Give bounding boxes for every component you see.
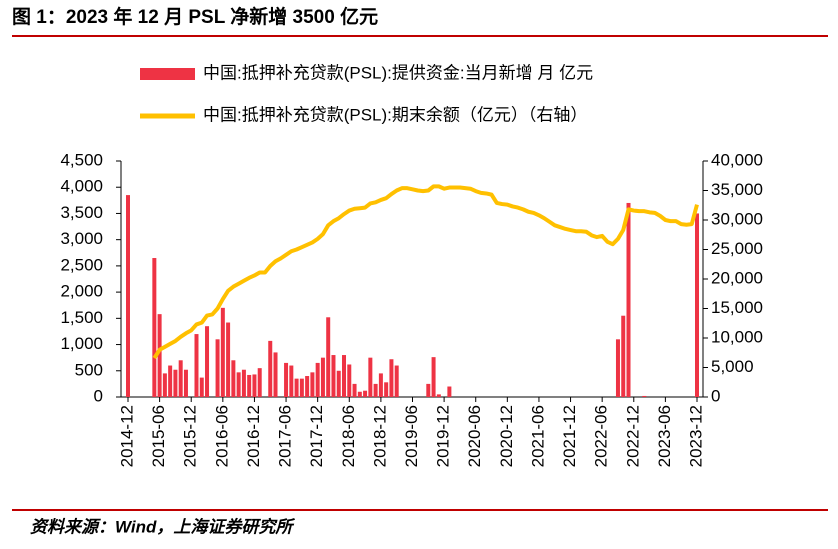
y2-tick-label: 5,000 <box>711 357 754 376</box>
bar <box>331 355 336 397</box>
bar <box>231 360 236 397</box>
bar <box>157 314 162 397</box>
x-tick-label: 2017-06 <box>276 405 295 467</box>
x-tick-label: 2016-06 <box>212 405 231 467</box>
bar <box>289 365 294 397</box>
x-tick-label: 2014-12 <box>117 405 136 467</box>
bar <box>205 326 210 397</box>
bar <box>168 365 173 397</box>
y2-tick-label: 15,000 <box>711 298 763 317</box>
bar <box>342 355 347 397</box>
y-tick-label: 3,500 <box>60 203 103 222</box>
bar <box>315 362 320 397</box>
y2-tick-label: 30,000 <box>711 209 763 228</box>
bar <box>215 339 220 397</box>
y2-tick-label: 40,000 <box>711 150 763 169</box>
bar <box>363 390 368 397</box>
source: 资料来源：Wind，上海证券研究所 <box>30 517 295 536</box>
y2-tick-label: 10,000 <box>711 327 763 346</box>
bar <box>199 377 204 397</box>
bar <box>284 362 289 397</box>
bar <box>426 383 431 397</box>
bar <box>152 258 157 397</box>
y2-tick-label: 25,000 <box>711 239 763 258</box>
bar <box>621 315 626 397</box>
y2-tick-label: 0 <box>711 386 720 405</box>
y-tick-label: 4,500 <box>60 150 103 169</box>
bar <box>226 322 231 397</box>
x-tick-label: 2020-06 <box>465 405 484 467</box>
bar <box>268 340 273 397</box>
bar <box>126 195 130 397</box>
bar <box>431 357 436 397</box>
y-tick-label: 3,000 <box>60 229 103 248</box>
x-tick-label: 2021-12 <box>560 405 579 467</box>
bar <box>384 382 389 397</box>
bar <box>378 373 383 397</box>
chart-title: 图 1：2023 年 12 月 PSL 净新增 3500 亿元 <box>12 5 378 28</box>
bar <box>299 378 304 397</box>
bar <box>257 368 262 397</box>
bar <box>373 383 378 397</box>
y-tick-label: 1,500 <box>60 308 103 327</box>
bar <box>394 365 399 397</box>
bar <box>294 378 299 397</box>
x-tick-label: 2022-12 <box>623 405 642 467</box>
x-tick-label: 2021-06 <box>528 405 547 467</box>
x-tick-label: 2023-06 <box>655 405 674 467</box>
x-tick-label: 2019-12 <box>434 405 453 467</box>
y-tick-label: 2,000 <box>60 282 103 301</box>
bar <box>162 373 167 397</box>
bar <box>642 395 647 397</box>
bar <box>173 369 178 397</box>
bar <box>241 369 246 397</box>
bar <box>357 391 362 397</box>
bar <box>252 374 257 397</box>
bar <box>320 357 325 397</box>
legend-label: 中国:抵押补充贷款(PSL):提供资金:当月新增 月 亿元 <box>203 63 593 82</box>
bar <box>436 394 441 397</box>
bar <box>178 360 183 397</box>
x-tick-label: 2015-12 <box>181 405 200 467</box>
x-tick-label: 2022-06 <box>592 405 611 467</box>
bar <box>352 383 357 397</box>
x-tick-label: 2015-06 <box>149 405 168 467</box>
bar <box>615 339 620 397</box>
x-tick-label: 2019-06 <box>402 405 421 467</box>
y2-tick-label: 20,000 <box>711 268 763 287</box>
legend-label: 中国:抵押补充贷款(PSL):期末余额（亿元）（右轴） <box>203 105 587 124</box>
y-tick-label: 2,500 <box>60 255 103 274</box>
bar <box>326 317 331 397</box>
y-tick-label: 1,000 <box>60 334 103 353</box>
line <box>152 184 699 360</box>
bar <box>389 359 394 397</box>
bar <box>626 202 631 397</box>
x-tick-label: 2023-12 <box>686 405 705 467</box>
y-tick-label: 4,000 <box>60 177 103 196</box>
bar <box>305 376 310 397</box>
legend-swatch <box>140 68 195 80</box>
y2-tick-label: 35,000 <box>711 180 763 199</box>
bar <box>194 334 199 397</box>
bar <box>368 357 373 397</box>
bar <box>447 386 452 397</box>
y-tick-label: 500 <box>75 360 103 379</box>
y-tick-label: 0 <box>94 386 103 405</box>
x-tick-label: 2018-06 <box>339 405 358 467</box>
bar <box>247 374 252 397</box>
bar <box>236 372 241 397</box>
bar <box>183 369 188 397</box>
x-tick-label: 2016-12 <box>244 405 263 467</box>
x-tick-label: 2018-12 <box>370 405 389 467</box>
bar <box>336 370 341 397</box>
bar <box>310 372 315 397</box>
x-tick-label: 2017-12 <box>307 405 326 467</box>
bar <box>273 352 278 397</box>
bar <box>220 307 225 397</box>
bar <box>695 213 699 397</box>
x-tick-label: 2020-12 <box>497 405 516 467</box>
bar <box>347 364 352 397</box>
